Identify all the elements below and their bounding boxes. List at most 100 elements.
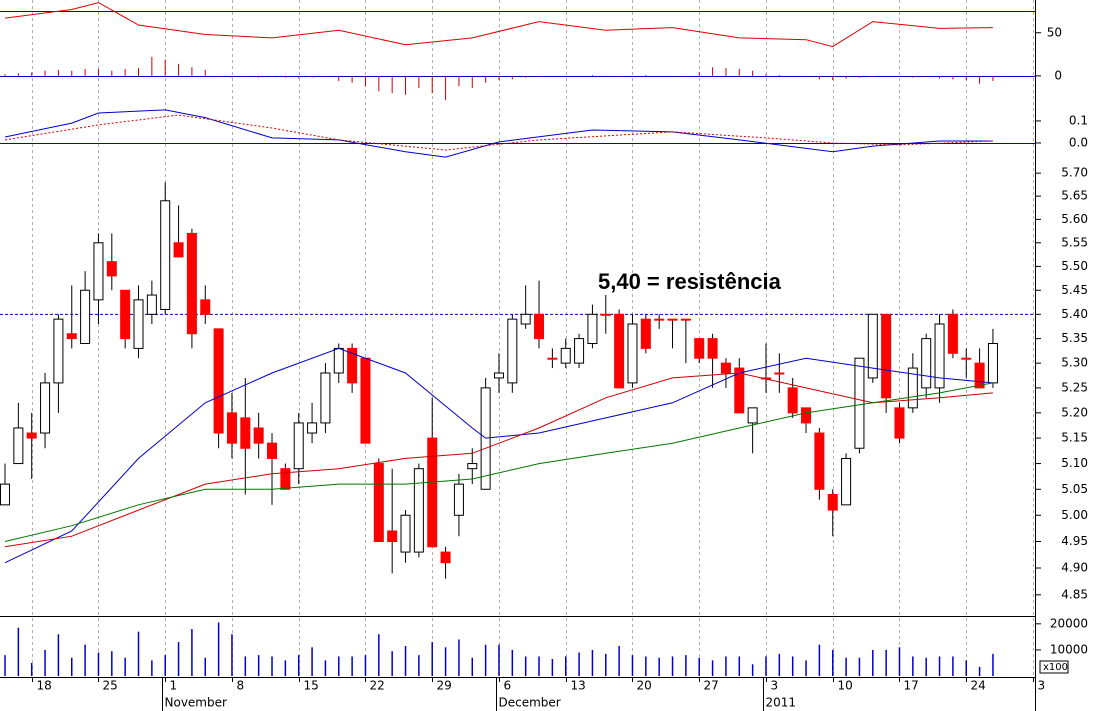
candle-body [841,457,852,506]
y-tick-label: 5.25 [1061,380,1088,394]
x-tick-label: 3 [771,679,779,693]
y-tick-label: 5.65 [1061,189,1088,203]
candle-body [961,357,972,360]
y-tick-label: 50 [1047,25,1062,39]
candle-body [293,422,304,470]
candle-body [600,313,611,316]
y-tick-label: 5.15 [1061,431,1088,445]
candle-body [801,407,812,424]
month-label: December [499,696,561,710]
candle-body [787,387,798,414]
candle-body [26,432,37,439]
candle-body [0,483,11,506]
y-tick-label: 5.60 [1061,212,1088,226]
candle-body [574,338,585,364]
x-tick-label: 27 [704,679,719,693]
candle-body [320,372,331,424]
indicator-line [4,347,993,564]
month-label: 2011 [766,696,797,710]
indicator-line [4,382,993,542]
candle-body [213,328,224,434]
y-tick-label: 0.1 [1069,113,1088,127]
x-tick-label: 24 [971,679,986,693]
candle-body [907,367,918,409]
y-tick-label: 4.95 [1061,534,1088,548]
candle-body [333,347,344,374]
y-tick-label: 5.30 [1061,356,1088,370]
x-tick-label: 22 [370,679,385,693]
candle-body [680,318,691,321]
candle-body [373,463,384,543]
candle-body [720,362,731,374]
x-tick-label: 3 [1038,679,1046,693]
candle-body [814,432,825,490]
candle-body [560,347,571,364]
indicator-line [4,114,993,151]
candle-body [467,463,478,470]
candle-body [133,299,144,349]
x-tick-label: 18 [37,679,52,693]
candle-body [440,551,451,564]
candle-body [200,299,211,315]
candle-body [947,313,958,354]
candle-body [267,442,278,459]
candle-body [186,232,197,335]
y-tick-label: 5.50 [1061,259,1088,273]
candle-body [614,313,625,389]
y-tick-label: 5.40 [1061,307,1088,321]
unit-box [1039,660,1069,674]
candle-body [881,313,892,399]
candle-body [921,338,932,389]
annotation: 5,40 = resistência [598,269,782,294]
y-tick-label: 5.35 [1061,331,1088,345]
y-tick-label: 0.0 [1069,135,1088,149]
candle-body [106,261,117,277]
candle-body [146,294,157,315]
candle-body [734,367,745,414]
x-tick-label: 25 [103,679,118,693]
candle-body [854,357,865,449]
candle-body [493,372,504,379]
y-tick-label: 5.20 [1061,405,1088,419]
candle-body [13,427,24,465]
candle-body [400,514,411,553]
y-tick-label: 5.05 [1061,482,1088,496]
x-tick-label: 15 [304,679,319,693]
candle-body [240,417,251,449]
y-tick-label: 10000 [1050,642,1088,656]
candle-body [640,318,651,349]
y-tick-label: 20000 [1050,616,1088,630]
candle-body [453,483,464,516]
x-tick-label: 29 [437,679,452,693]
candle-body [387,530,398,543]
candle-body [160,200,171,310]
candle-body [667,318,678,321]
candle-body [867,313,878,379]
month-label: November [165,696,227,710]
x-tick-label: 13 [571,679,586,693]
candle-body [80,289,91,344]
x-tick-label: 8 [237,679,245,693]
candle-body [307,422,318,434]
candle-body [280,468,291,490]
indicator-line [4,109,993,158]
candle-body [934,323,945,389]
indicator-line [4,2,993,48]
candle-body [66,333,77,340]
candle-body [347,347,358,384]
y-tick-label: 4.85 [1061,587,1088,601]
candle-body [627,323,638,384]
candle-body [987,342,998,384]
y-tick-label: 4.90 [1061,561,1088,575]
candle-body [93,242,104,301]
candle-body [894,407,905,439]
candle-body [427,437,438,548]
y-tick-label: 0 [1054,68,1062,82]
candle-body [40,382,51,434]
candle-body [747,407,758,424]
x-tick-label: 6 [504,679,512,693]
y-tick-label: 5.10 [1061,456,1088,470]
candle-body [974,362,985,389]
candle-body [507,318,518,384]
